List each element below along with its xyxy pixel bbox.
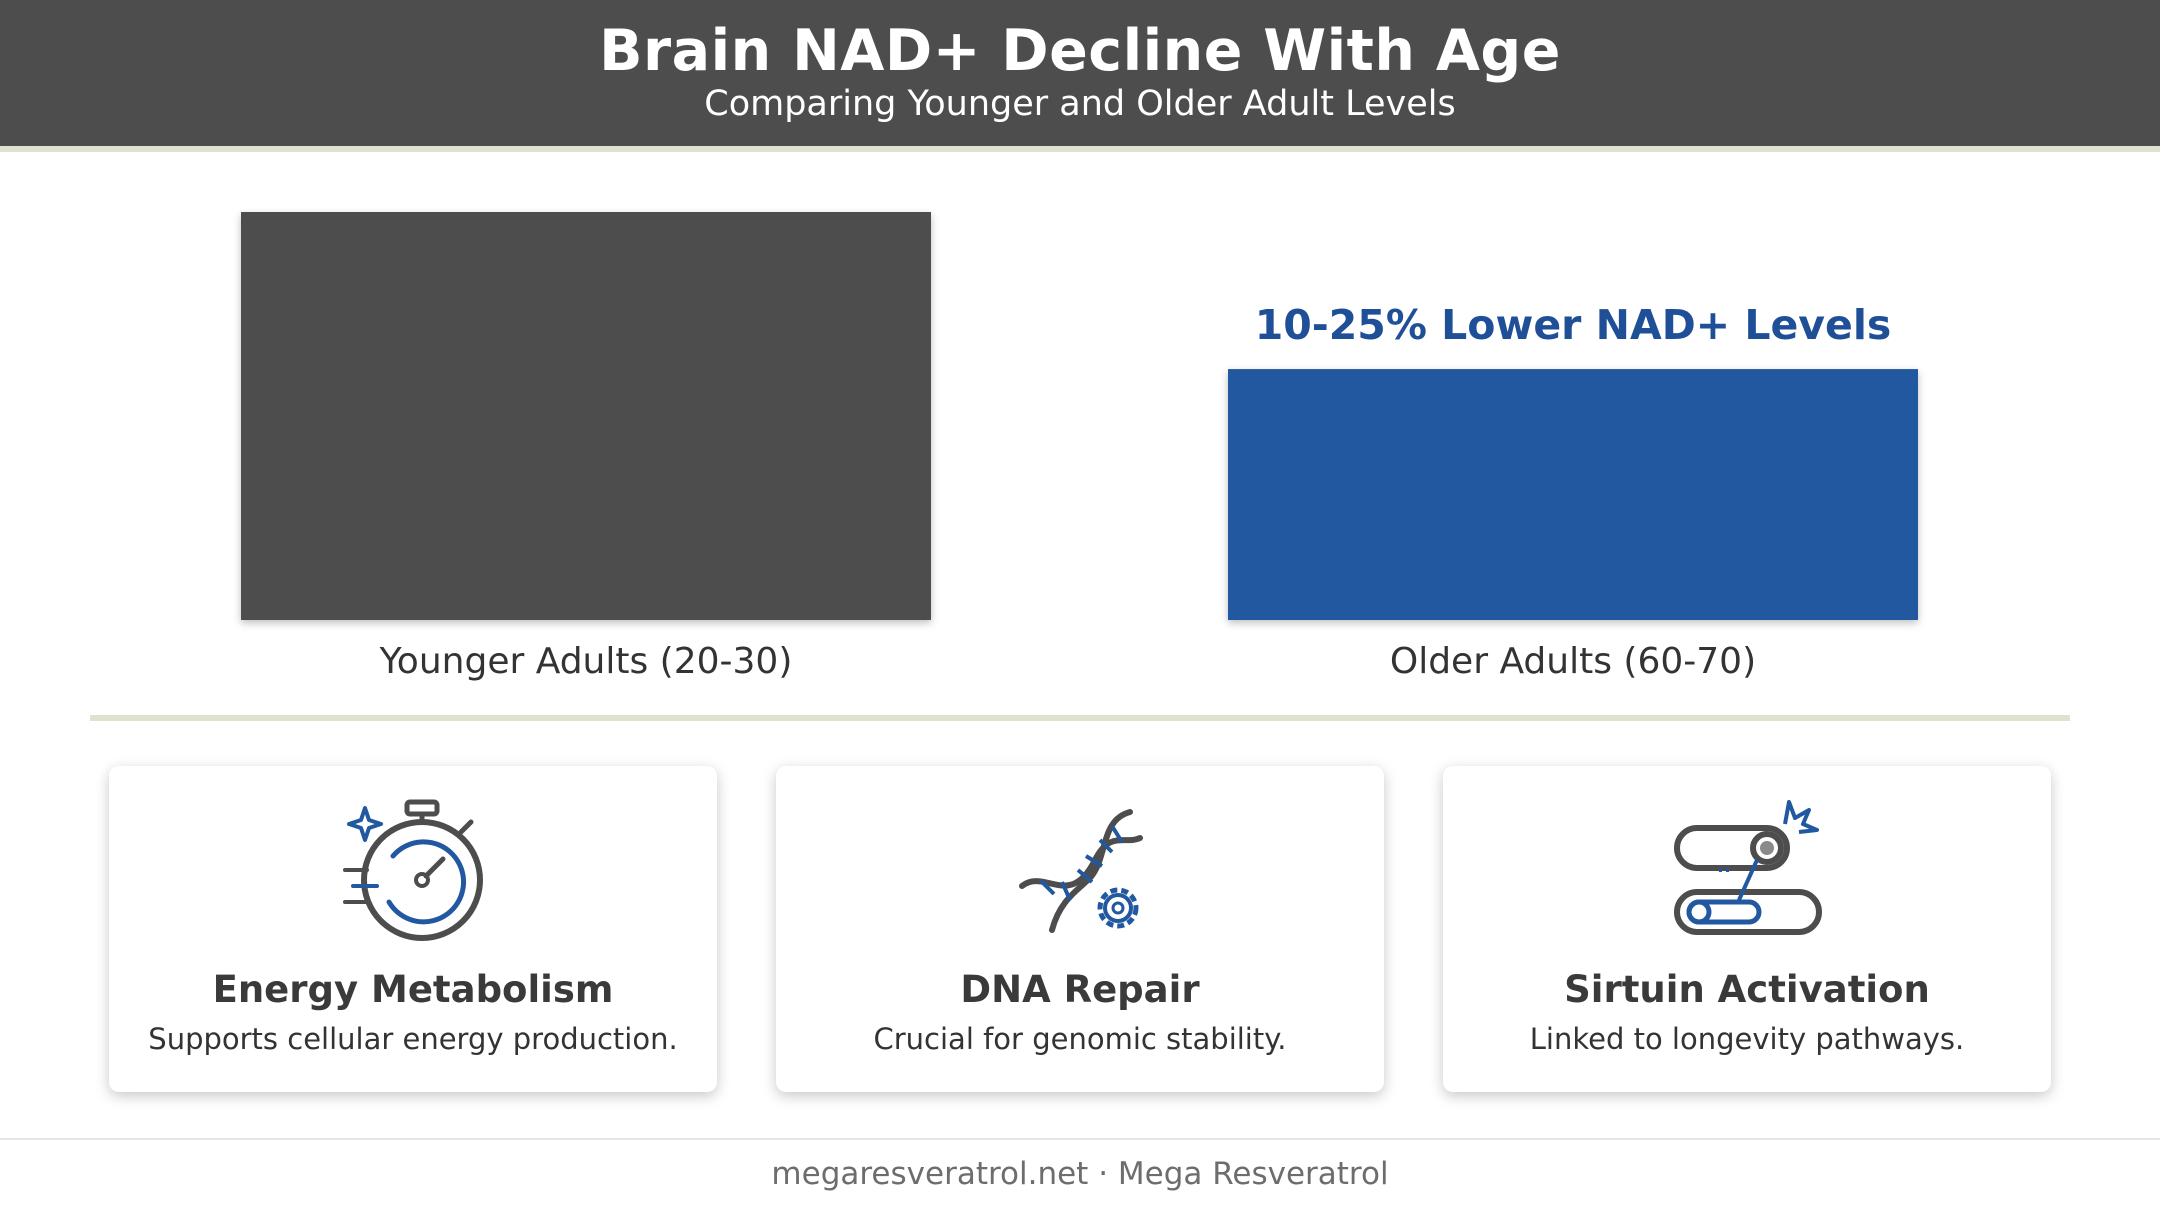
bar-chart: Younger Adults (20-30) Older Adults (60-7… [0,152,2160,712]
bar-chart-svg: Younger Adults (20-30) Older Adults (60-7… [241,212,1918,682]
stopwatch-icon [333,790,493,950]
bar-younger-adults [241,212,931,620]
card-sirtuin-activation: Sirtuin Activation Linked to longevity p… [1443,766,2051,1092]
card-title: Energy Metabolism [212,968,614,1011]
section-divider [90,715,2070,721]
category-label: Younger Adults (20-30) [379,641,793,682]
bar-older-adults [1228,369,1918,620]
card-description: Crucial for genomic stability. [873,1022,1287,1056]
toggle-switch-icon [1667,790,1827,950]
bar-annotation: 10-25% Lower NAD+ Levels [1255,301,1892,349]
card-title: DNA Repair [960,968,1200,1011]
card-dna-repair: DNA Repair Crucial for genomic stability… [776,766,1384,1092]
card-description: Supports cellular energy production. [148,1022,678,1056]
footer-divider [0,1138,2160,1140]
card-energy-metabolism: Energy Metabolism Supports cellular ener… [109,766,717,1092]
page-subtitle: Comparing Younger and Older Adult Levels [704,84,1456,124]
card-title: Sirtuin Activation [1564,968,1930,1011]
category-label: Older Adults (60-70) [1390,641,1756,682]
page-title: Brain NAD+ Decline With Age [599,18,1561,84]
footer-credit: megaresveratrol.net · Mega Resveratrol [771,1156,1389,1192]
dna-gear-icon [1000,790,1160,950]
card-description: Linked to longevity pathways. [1529,1022,1965,1056]
header-banner: Brain NAD+ Decline With Age Comparing Yo… [0,0,2160,152]
